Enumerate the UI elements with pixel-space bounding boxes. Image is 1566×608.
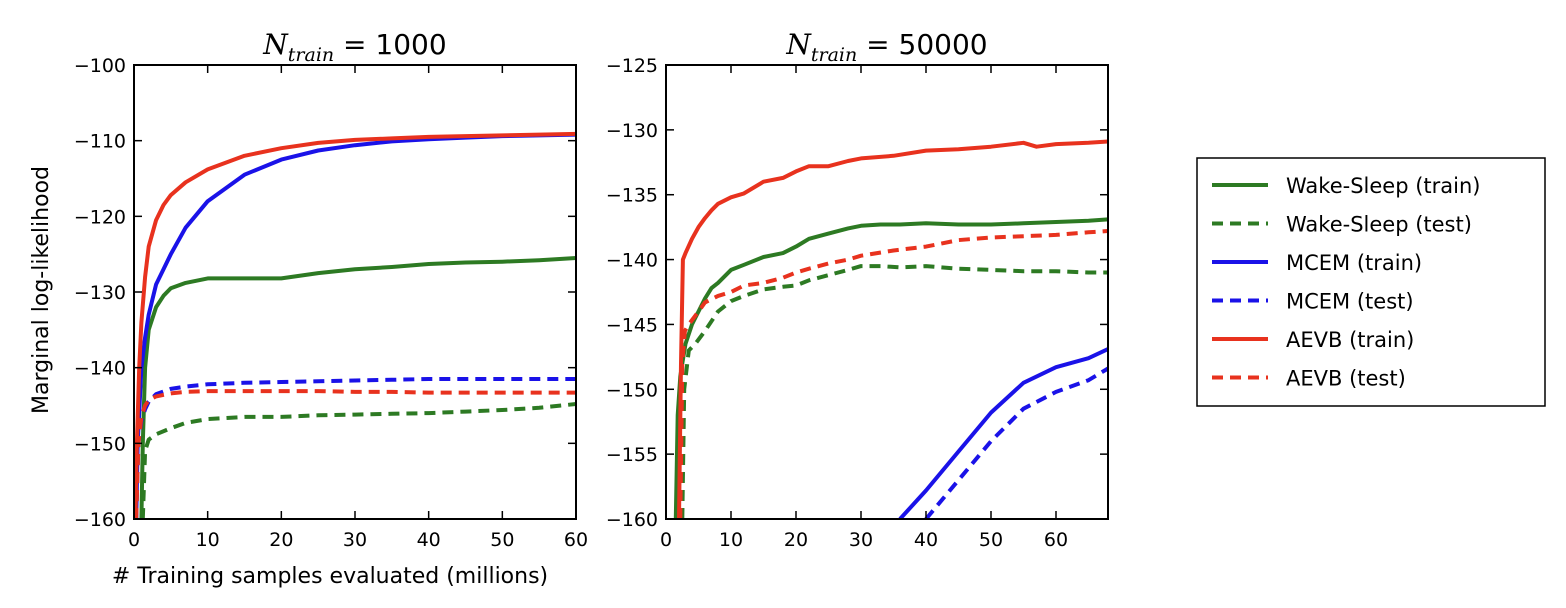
panel-right-xtick-label: 30 (849, 529, 873, 551)
panel-right-ticks: 0 10 20 30 40 50 60 −125 −130 −135 −140 −145 −150 −15… (606, 55, 1108, 551)
panel-right-frame (665, 64, 1109, 520)
legend-label: Wake-Sleep (test) (1286, 213, 1472, 237)
panel-right-xtick-label: 20 (784, 529, 808, 551)
panel-left-xtick-label: 20 (269, 529, 293, 551)
legend-box (1196, 157, 1546, 407)
panel-right-series-mcem-test (924, 366, 1108, 519)
panel-right-series-wake-sleep-test (680, 264, 1108, 519)
panel-left-series-wake-sleep-test (140, 402, 576, 519)
panel-right-xtick-label: 10 (719, 529, 743, 551)
panel-left-ytick-label: −140 (74, 358, 126, 380)
panel-right-ytick-label: −140 (606, 250, 658, 272)
y-axis-label: Marginal log-likelihood (29, 166, 54, 414)
panel-left-title-value: = 1000 (334, 28, 447, 61)
panel-right-xtick-label: 40 (914, 529, 938, 551)
panel-left-frame (133, 64, 577, 520)
panel-left-xtick-label: 50 (490, 529, 514, 551)
panel-left: 0 10 20 30 40 50 60 −100 −110 −120 −130 −140 −150 −16… (74, 28, 588, 551)
panel-right-title-value: = 50000 (857, 28, 987, 61)
panel-left-xtick-label: 30 (343, 529, 367, 551)
panel-right-xtick-label: 50 (979, 529, 1003, 551)
panel-left-title-var: N (262, 28, 289, 61)
panel-right-xtick-label: 60 (1044, 529, 1068, 551)
panel-right-title: Ntrain = 50000 (785, 28, 987, 66)
panel-left-ytick-label: −110 (74, 131, 126, 153)
panel-left-ytick-label: −160 (74, 509, 126, 531)
panel-left-ytick-label: −130 (74, 282, 126, 304)
panel-left-series-mcem-test (134, 377, 576, 519)
legend-label: AEVB (train) (1286, 328, 1414, 352)
panel-right-ytick-label: −145 (606, 314, 658, 336)
x-axis-label: # Training samples evaluated (millions) (112, 564, 548, 589)
panel-left-series (134, 131, 576, 519)
panel-right-series-mcem-train (898, 347, 1108, 519)
panel-left-ytick-label: −150 (74, 433, 126, 455)
panel-left-ytick-label: −100 (74, 55, 126, 77)
panel-left-ytick-label: −120 (74, 206, 126, 228)
panel-right-ytick-label: −130 (606, 120, 658, 142)
panel-right-series-aevb-train (677, 139, 1108, 519)
panel-right-series-aevb-test (678, 229, 1108, 519)
panel-left-xtick-label: 60 (564, 529, 588, 551)
panel-left-title-sub: train (288, 44, 334, 66)
panel-right: 0 10 20 30 40 50 60 −125 −130 −135 −140 −145 −150 −15… (606, 28, 1109, 551)
panel-right-title-var: N (785, 28, 812, 61)
legend-label: Wake-Sleep (train) (1286, 174, 1480, 198)
legend-label: MCEM (test) (1286, 290, 1414, 314)
panel-left-ticks: 0 10 20 30 40 50 60 −100 −110 −120 −130 −140 −150 −16… (74, 55, 588, 551)
panel-left-series-wake-sleep-train (139, 256, 576, 519)
legend-label: MCEM (train) (1286, 251, 1422, 275)
panel-right-xtick-label: 0 (660, 529, 672, 551)
panel-left-xtick-label: 10 (196, 529, 220, 551)
panel-left-xtick-label: 40 (417, 529, 441, 551)
panel-right-ytick-label: −125 (606, 55, 658, 77)
panel-left-xtick-label: 0 (128, 529, 140, 551)
panel-left-series-aevb-train (134, 131, 576, 519)
panel-right-ytick-label: −135 (606, 185, 658, 207)
legend: Wake-Sleep (train) Wake-Sleep (test) MCEM … (1196, 157, 1546, 407)
panel-right-title-sub: train (811, 44, 857, 66)
panel-right-series (673, 139, 1108, 519)
panel-left-series-mcem-train (134, 132, 576, 519)
panel-right-ytick-label: −160 (606, 509, 658, 531)
legend-label: AEVB (test) (1286, 367, 1406, 391)
panel-left-title: Ntrain = 1000 (262, 28, 446, 66)
panel-right-ytick-label: −155 (606, 444, 658, 466)
panel-right-series-wake-sleep-train (673, 217, 1108, 519)
panel-right-ytick-label: −150 (606, 379, 658, 401)
panel-left-series-aevb-test (134, 389, 576, 519)
